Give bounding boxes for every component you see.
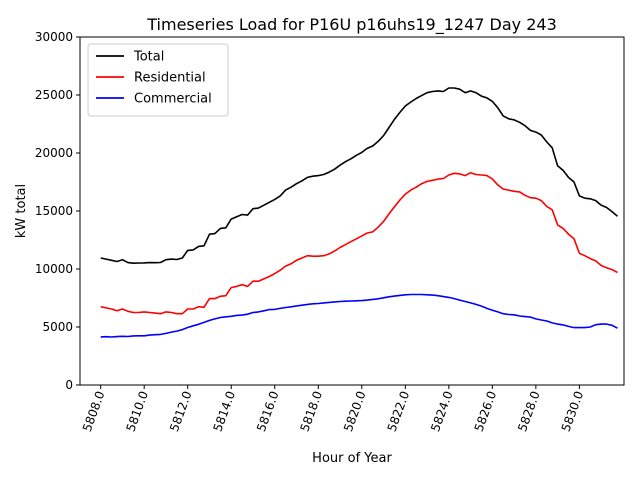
series-line-total bbox=[100, 87, 619, 265]
legend-label-commercial: Commercial bbox=[134, 92, 212, 107]
y-tick-label: 10000 bbox=[35, 262, 73, 276]
legend: Total Residential Commercial bbox=[87, 43, 229, 117]
y-tick-label: 0 bbox=[65, 378, 73, 392]
y-axis-label: kW total bbox=[14, 184, 29, 238]
series-line-commercial bbox=[100, 293, 618, 338]
legend-label-total: Total bbox=[133, 50, 164, 65]
y-tick-label: 20000 bbox=[35, 146, 73, 160]
chart-title: Timeseries Load for P16U p16uhs19_1247 D… bbox=[146, 15, 557, 35]
series-line-residential bbox=[100, 171, 618, 315]
y-tick-label: 5000 bbox=[42, 320, 73, 334]
y-tick-label: 30000 bbox=[35, 30, 73, 44]
y-tick-label: 25000 bbox=[35, 88, 73, 102]
legend-label-residential: Residential bbox=[134, 71, 206, 86]
x-axis-label: Hour of Year bbox=[312, 451, 392, 466]
y-tick-label: 15000 bbox=[35, 204, 73, 218]
